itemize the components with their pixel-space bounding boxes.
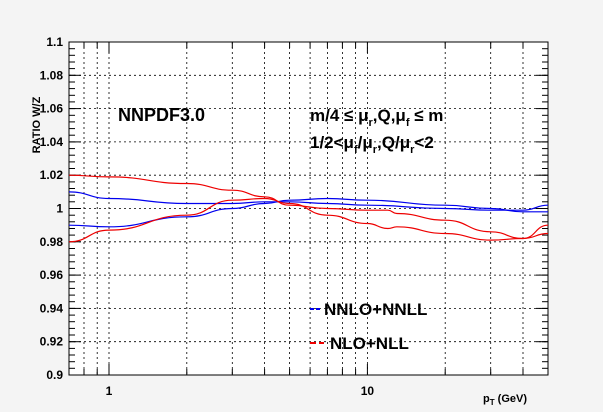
x-tick-label: 1 bbox=[106, 384, 113, 398]
series-line-nlo-nll-lower bbox=[68, 197, 549, 243]
series-line-nnlo-nnll-upper bbox=[68, 191, 549, 211]
y-tick-label: 0.94 bbox=[40, 301, 64, 315]
scale-annotation-1: m/4 ≤ μr,Q,μf ≤ m bbox=[310, 106, 443, 129]
y-tick-label: 1.02 bbox=[40, 168, 64, 182]
x-tick-label: 10 bbox=[361, 384, 375, 398]
x-ticks bbox=[68, 42, 549, 375]
y-tick-label: 0.96 bbox=[40, 268, 64, 282]
series-line-nlo-nll-upper bbox=[68, 174, 549, 240]
pdf-set-label: NNPDF3.0 bbox=[118, 105, 205, 125]
y-tick-label: 1.1 bbox=[46, 35, 63, 49]
y-ticks bbox=[69, 41, 548, 376]
legend-label-nlo: NLO+NLL bbox=[330, 334, 409, 353]
legend-label-nnlo: NNLO+NNLL bbox=[324, 300, 427, 319]
y-tick-labels: 0.9 0.92 0.94 0.96 0.98 1 1.02 1.04 1.06 1.08 1.1 bbox=[40, 35, 64, 382]
plot-frame bbox=[68, 41, 549, 376]
series-line-nnlo-nnll-lower bbox=[68, 197, 548, 228]
x-tick-labels: 1 10 bbox=[106, 384, 375, 398]
y-tick-label: 0.92 bbox=[40, 335, 64, 349]
y-tick-label: 0.98 bbox=[40, 235, 64, 249]
y-tick-label: 1.08 bbox=[40, 68, 64, 82]
y-tick-label: 1 bbox=[56, 202, 63, 216]
scale-annotation-2: 1/2<μf/μr,Q/μr<2 bbox=[310, 133, 434, 156]
x-axis-label: pT (GeV) bbox=[483, 393, 527, 407]
legend: NNLO+NNLL NLO+NLL bbox=[310, 300, 427, 353]
y-tick-label: 1.04 bbox=[40, 135, 64, 149]
y-tick-label: 0.9 bbox=[46, 368, 63, 382]
y-axis-label: RATIO W/Z bbox=[31, 96, 43, 153]
y-tick-label: 1.06 bbox=[40, 102, 64, 116]
series-layer bbox=[68, 174, 549, 243]
